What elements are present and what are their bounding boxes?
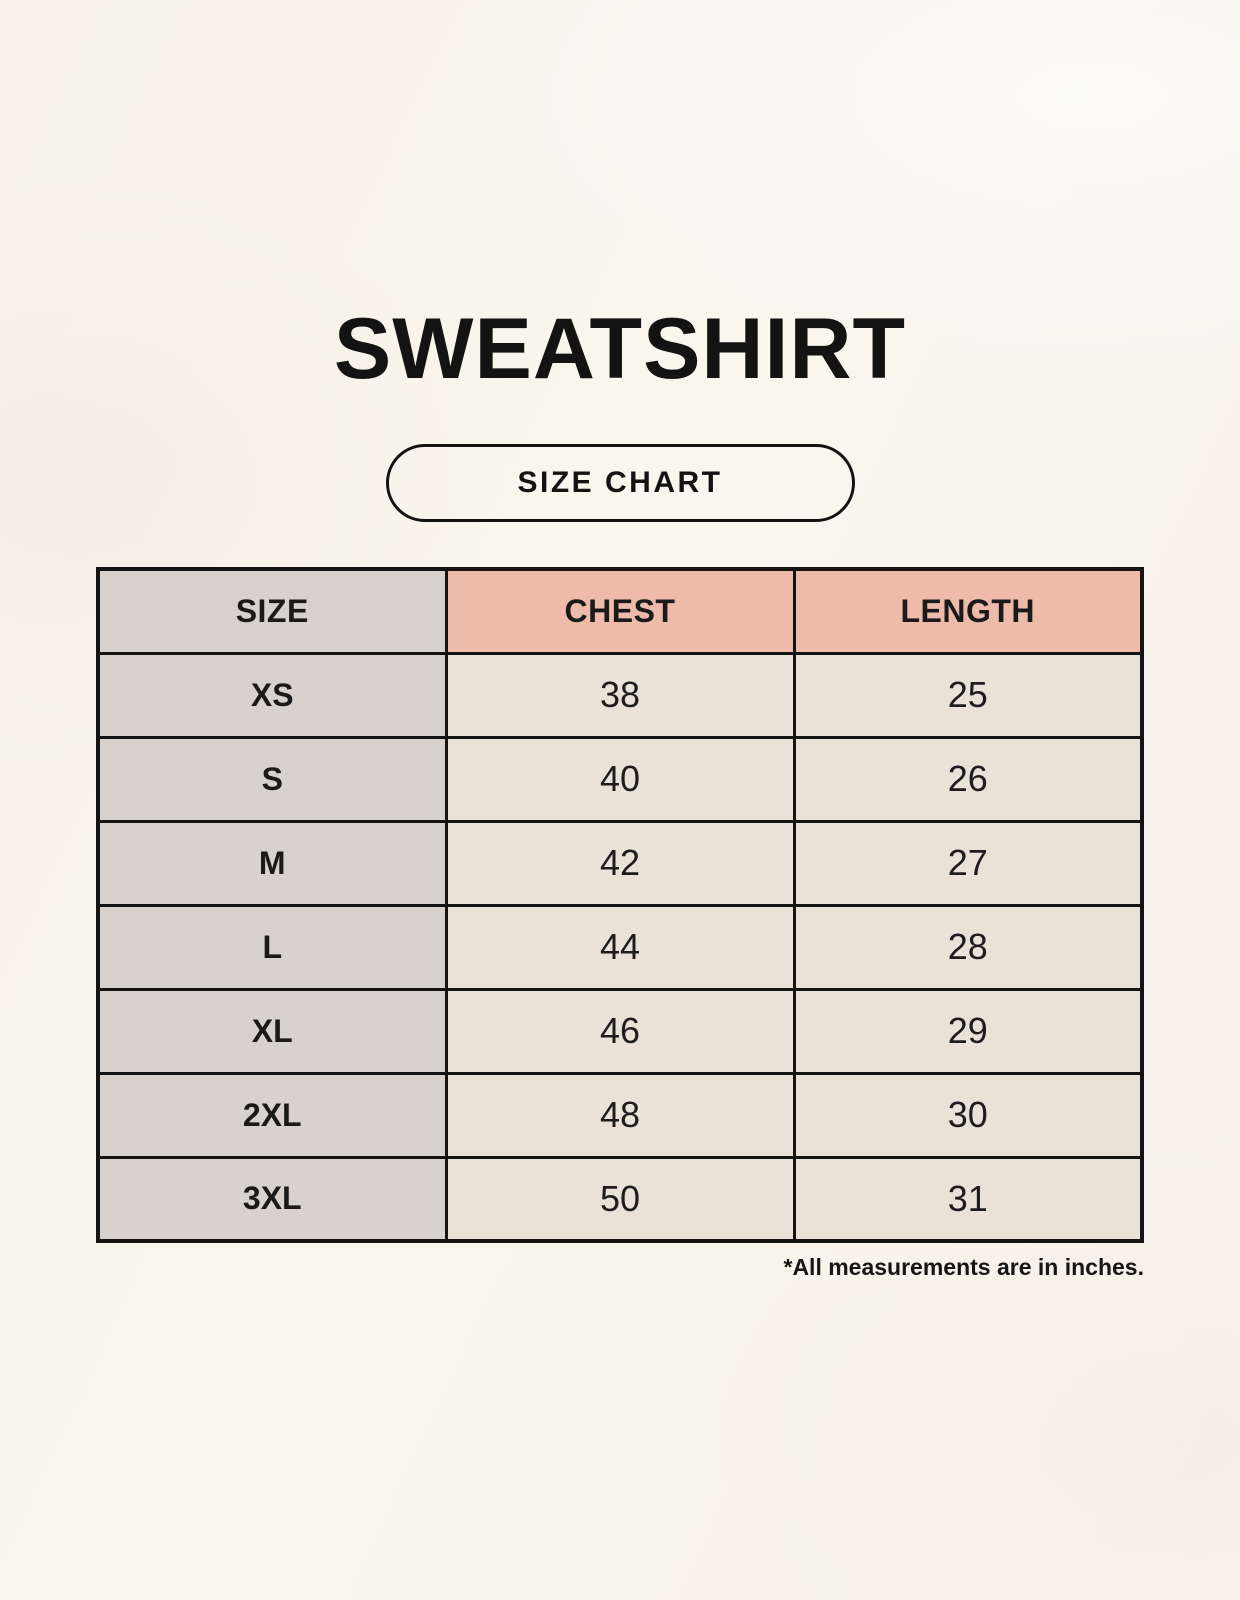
length-cell: 29 xyxy=(792,987,1144,1075)
size-cell: L xyxy=(96,903,448,991)
table-row: M 42 27 xyxy=(96,819,1144,907)
chest-cell: 44 xyxy=(444,903,796,991)
length-cell: 28 xyxy=(792,903,1144,991)
length-cell: 25 xyxy=(792,651,1144,739)
table-body: XS 38 25 S 40 26 M 42 27 L 44 28 XL 46 2… xyxy=(96,651,1144,1243)
length-cell: 27 xyxy=(792,819,1144,907)
size-cell: M xyxy=(96,819,448,907)
length-cell: 26 xyxy=(792,735,1144,823)
table-row: XS 38 25 xyxy=(96,651,1144,739)
size-cell: 2XL xyxy=(96,1071,448,1159)
size-cell: 3XL xyxy=(96,1155,448,1243)
size-cell: XL xyxy=(96,987,448,1075)
size-cell: S xyxy=(96,735,448,823)
chest-cell: 50 xyxy=(444,1155,796,1243)
column-header-size: SIZE xyxy=(96,567,448,655)
measurements-footnote: *All measurements are in inches. xyxy=(783,1254,1145,1280)
chest-cell: 38 xyxy=(444,651,796,739)
size-chart-badge-label: SIZE CHART xyxy=(517,466,723,499)
table-row: L 44 28 xyxy=(96,903,1144,991)
length-cell: 30 xyxy=(792,1071,1144,1159)
size-chart-badge[interactable]: SIZE CHART xyxy=(385,444,855,522)
column-header-length: LENGTH xyxy=(792,567,1144,655)
size-chart-table: SIZE CHEST LENGTH XS 38 25 S 40 26 M 42 … xyxy=(96,567,1144,1243)
page-title: SWEATSHIRT xyxy=(333,301,907,397)
chest-cell: 48 xyxy=(444,1071,796,1159)
chest-cell: 42 xyxy=(444,819,796,907)
table-header: SIZE CHEST LENGTH xyxy=(96,567,1144,655)
table-row: S 40 26 xyxy=(96,735,1144,823)
table-row: 3XL 50 31 xyxy=(96,1155,1144,1243)
length-cell: 31 xyxy=(792,1155,1144,1243)
table-row: XL 46 29 xyxy=(96,987,1144,1075)
header-row: SIZE CHEST LENGTH xyxy=(96,567,1144,655)
chest-cell: 46 xyxy=(444,987,796,1075)
table-row: 2XL 48 30 xyxy=(96,1071,1144,1159)
column-header-chest: CHEST xyxy=(444,567,796,655)
chest-cell: 40 xyxy=(444,735,796,823)
size-cell: XS xyxy=(96,651,448,739)
